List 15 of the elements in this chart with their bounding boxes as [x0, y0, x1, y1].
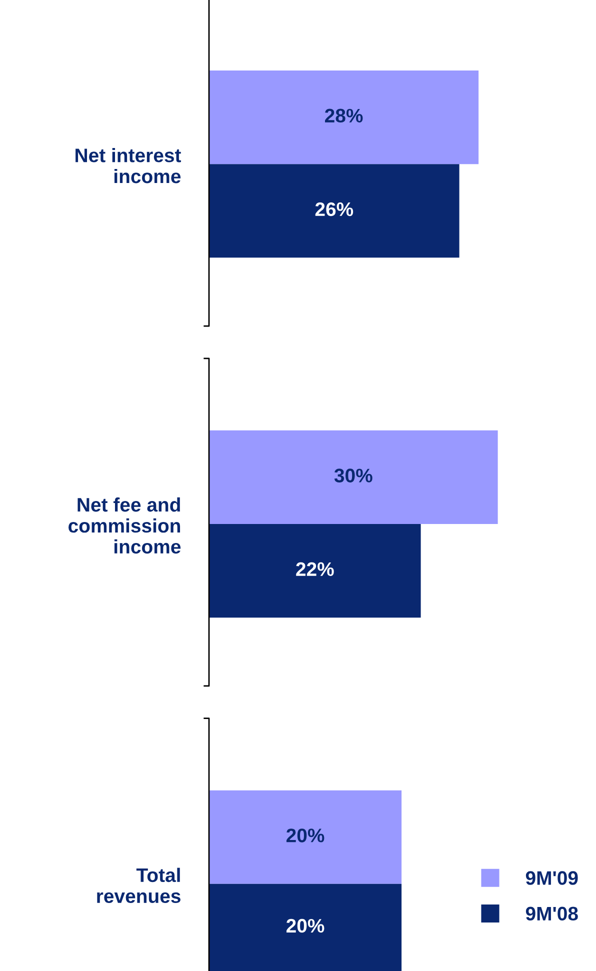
- legend-label: 9M'09: [526, 871, 578, 885]
- y-tick-label: Net fee and commission income: [68, 497, 181, 554]
- data-label: 30%: [334, 468, 372, 482]
- bar: [209, 164, 460, 258]
- bar: [209, 70, 479, 164]
- y-tick-label: Total revenues: [97, 868, 180, 904]
- bar: [209, 430, 498, 524]
- data-label: 26%: [315, 202, 354, 216]
- data-label: 20%: [286, 828, 324, 842]
- y-tick-label: Net interest income: [76, 148, 181, 184]
- data-label: 20%: [286, 918, 324, 933]
- legend-label: 9M'08: [526, 906, 578, 921]
- data-label: 28%: [324, 108, 363, 123]
- bar: [209, 524, 421, 618]
- data-label: 22%: [296, 562, 334, 576]
